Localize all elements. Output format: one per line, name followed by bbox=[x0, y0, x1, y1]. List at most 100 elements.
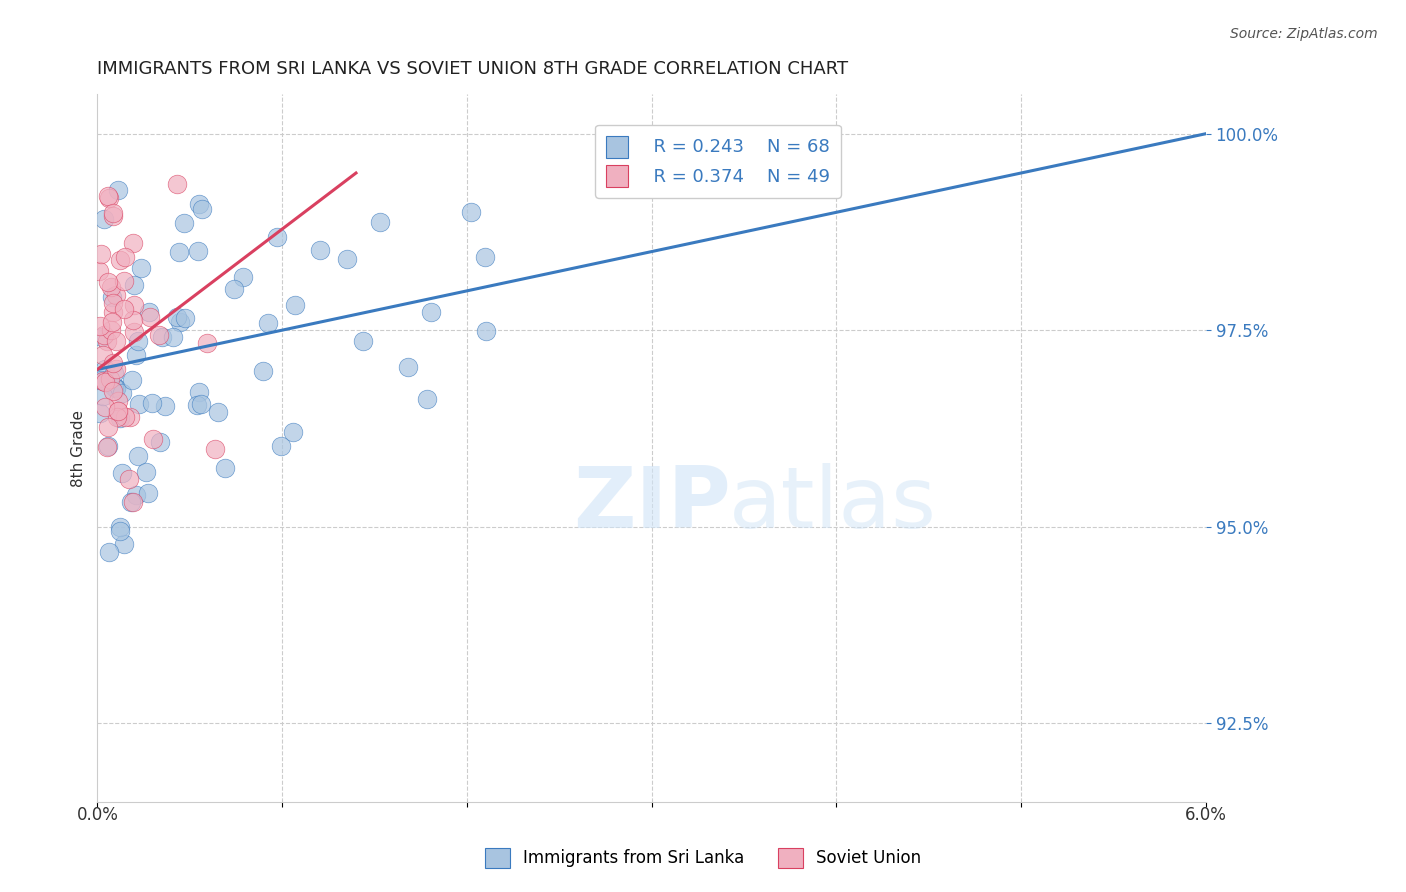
Point bbox=[94, 362, 117, 376]
Point bbox=[191, 202, 214, 216]
Point bbox=[474, 324, 496, 338]
Point bbox=[91, 389, 114, 403]
Point bbox=[114, 409, 136, 424]
Point bbox=[141, 396, 163, 410]
Point bbox=[107, 394, 129, 409]
Point bbox=[169, 315, 191, 329]
Point bbox=[153, 400, 176, 414]
Point bbox=[91, 348, 114, 362]
Point bbox=[93, 212, 115, 227]
Point bbox=[91, 374, 114, 388]
Point bbox=[266, 229, 288, 244]
Point bbox=[136, 486, 159, 500]
Point bbox=[105, 380, 128, 394]
Point bbox=[124, 298, 146, 312]
Point bbox=[96, 440, 118, 454]
Text: 0.0%: 0.0% bbox=[76, 805, 118, 823]
Point bbox=[127, 450, 149, 464]
Point bbox=[149, 434, 172, 449]
Point bbox=[108, 524, 131, 538]
Point bbox=[121, 495, 143, 509]
Point bbox=[94, 400, 117, 414]
Point bbox=[352, 334, 374, 349]
Point bbox=[122, 235, 145, 250]
Point bbox=[284, 297, 307, 311]
Point bbox=[139, 310, 162, 325]
Point bbox=[105, 362, 128, 376]
Point bbox=[90, 246, 112, 260]
Point bbox=[128, 397, 150, 411]
Point bbox=[91, 330, 114, 344]
Text: IMMIGRANTS FROM SRI LANKA VS SOVIET UNION 8TH GRADE CORRELATION CHART: IMMIGRANTS FROM SRI LANKA VS SOVIET UNIO… bbox=[97, 60, 848, 78]
Point bbox=[135, 465, 157, 479]
Point bbox=[100, 280, 122, 294]
Text: ZIP: ZIP bbox=[572, 463, 731, 546]
Point bbox=[281, 425, 304, 440]
Point bbox=[148, 327, 170, 342]
Point bbox=[89, 319, 111, 334]
Point bbox=[97, 275, 120, 289]
Point bbox=[101, 305, 124, 319]
Point bbox=[105, 380, 128, 394]
Point bbox=[120, 495, 142, 509]
Text: Source: ZipAtlas.com: Source: ZipAtlas.com bbox=[1230, 27, 1378, 41]
Point bbox=[101, 205, 124, 219]
Point bbox=[124, 487, 146, 501]
Point bbox=[129, 261, 152, 276]
Point bbox=[166, 178, 188, 192]
Point bbox=[396, 360, 419, 375]
Point bbox=[124, 348, 146, 362]
Point bbox=[89, 406, 111, 420]
Point bbox=[120, 410, 142, 425]
Point bbox=[107, 183, 129, 197]
Point bbox=[122, 313, 145, 327]
Point bbox=[96, 334, 118, 348]
Point bbox=[105, 409, 128, 424]
Point bbox=[309, 243, 332, 257]
Point bbox=[195, 336, 218, 351]
Point bbox=[103, 380, 125, 394]
Point bbox=[122, 278, 145, 293]
Point bbox=[108, 253, 131, 268]
Point bbox=[150, 330, 173, 344]
Text: atlas: atlas bbox=[730, 463, 938, 546]
Point bbox=[127, 334, 149, 349]
Point bbox=[252, 363, 274, 377]
Point bbox=[121, 372, 143, 386]
Point bbox=[112, 274, 135, 288]
Point bbox=[90, 373, 112, 387]
Point bbox=[207, 405, 229, 419]
Point bbox=[104, 288, 127, 302]
Point bbox=[101, 315, 124, 329]
Point bbox=[336, 252, 359, 266]
Point bbox=[103, 366, 125, 380]
Point bbox=[114, 250, 136, 264]
Point bbox=[142, 432, 165, 446]
Point bbox=[101, 296, 124, 310]
Point bbox=[98, 190, 121, 204]
Point bbox=[98, 371, 121, 385]
Point bbox=[107, 403, 129, 417]
Point bbox=[107, 404, 129, 418]
Point bbox=[97, 545, 120, 559]
Point bbox=[101, 290, 124, 304]
Point bbox=[190, 397, 212, 411]
Point bbox=[187, 197, 209, 211]
Point bbox=[474, 250, 496, 264]
Point bbox=[100, 323, 122, 337]
Point bbox=[108, 520, 131, 534]
Point bbox=[104, 334, 127, 349]
Point bbox=[162, 330, 184, 344]
Point bbox=[204, 442, 226, 456]
Point bbox=[111, 466, 134, 480]
Text: 6.0%: 6.0% bbox=[1185, 805, 1227, 823]
Point bbox=[103, 209, 125, 223]
Point bbox=[174, 311, 197, 326]
Point bbox=[460, 205, 482, 219]
Y-axis label: 8th Grade: 8th Grade bbox=[72, 409, 86, 486]
Point bbox=[188, 385, 211, 400]
Point bbox=[186, 398, 208, 412]
Legend: Immigrants from Sri Lanka, Soviet Union: Immigrants from Sri Lanka, Soviet Union bbox=[478, 841, 928, 875]
Point bbox=[108, 410, 131, 425]
Point bbox=[167, 245, 190, 260]
